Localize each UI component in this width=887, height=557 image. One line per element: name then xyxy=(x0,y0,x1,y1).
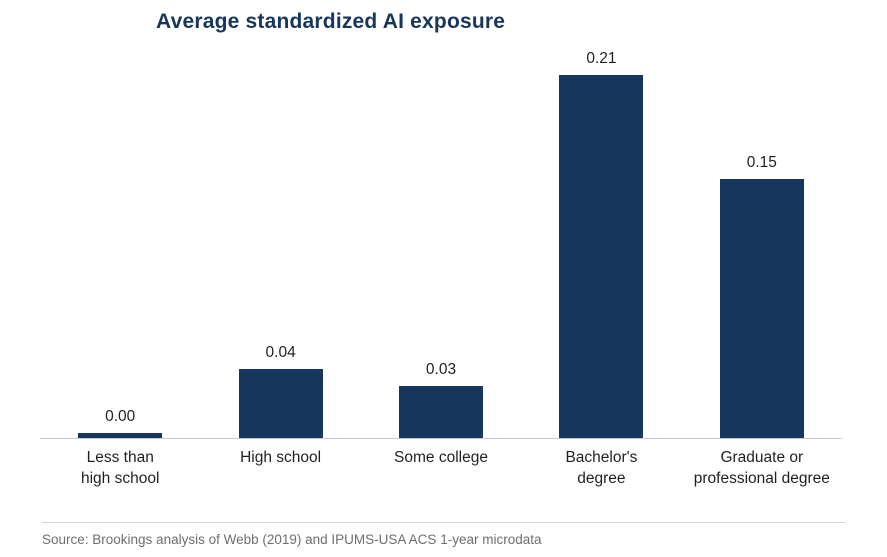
bar-column: 0.04 xyxy=(200,344,360,438)
bar-value-label: 0.03 xyxy=(425,361,457,378)
bar-column: 0.00 xyxy=(40,408,200,438)
category-label: Bachelor's degree xyxy=(565,449,638,487)
bar xyxy=(238,369,323,438)
category-label: Some college xyxy=(394,449,488,466)
bar-value-label: 0.04 xyxy=(265,344,296,361)
chart-title: Average standardized AI exposure xyxy=(156,10,506,33)
source-divider: Source: Brookings analysis of Webb (2019… xyxy=(42,522,845,547)
bar xyxy=(399,386,484,438)
bar xyxy=(78,433,163,438)
bar-value-label: 0.00 xyxy=(105,408,136,425)
bar-value-label: 0.15 xyxy=(746,154,777,171)
source-note: Source: Brookings analysis of Webb (2019… xyxy=(42,532,542,547)
category-axis: Less than high school High school Some col… xyxy=(40,439,842,490)
category-label: Graduate or professional degree xyxy=(693,449,830,487)
bar xyxy=(559,75,644,438)
bar-column: 0.21 xyxy=(521,50,681,438)
category-label: High school xyxy=(240,449,322,466)
category-label: Less than high school xyxy=(80,449,160,487)
bar-column: 0.15 xyxy=(682,154,842,438)
plot-area: 0.00 0.04 0.03 0.21 0.15 xyxy=(40,37,842,439)
bar-column: 0.03 xyxy=(361,361,521,438)
bar xyxy=(719,179,804,438)
bar-value-label: 0.21 xyxy=(586,50,617,67)
